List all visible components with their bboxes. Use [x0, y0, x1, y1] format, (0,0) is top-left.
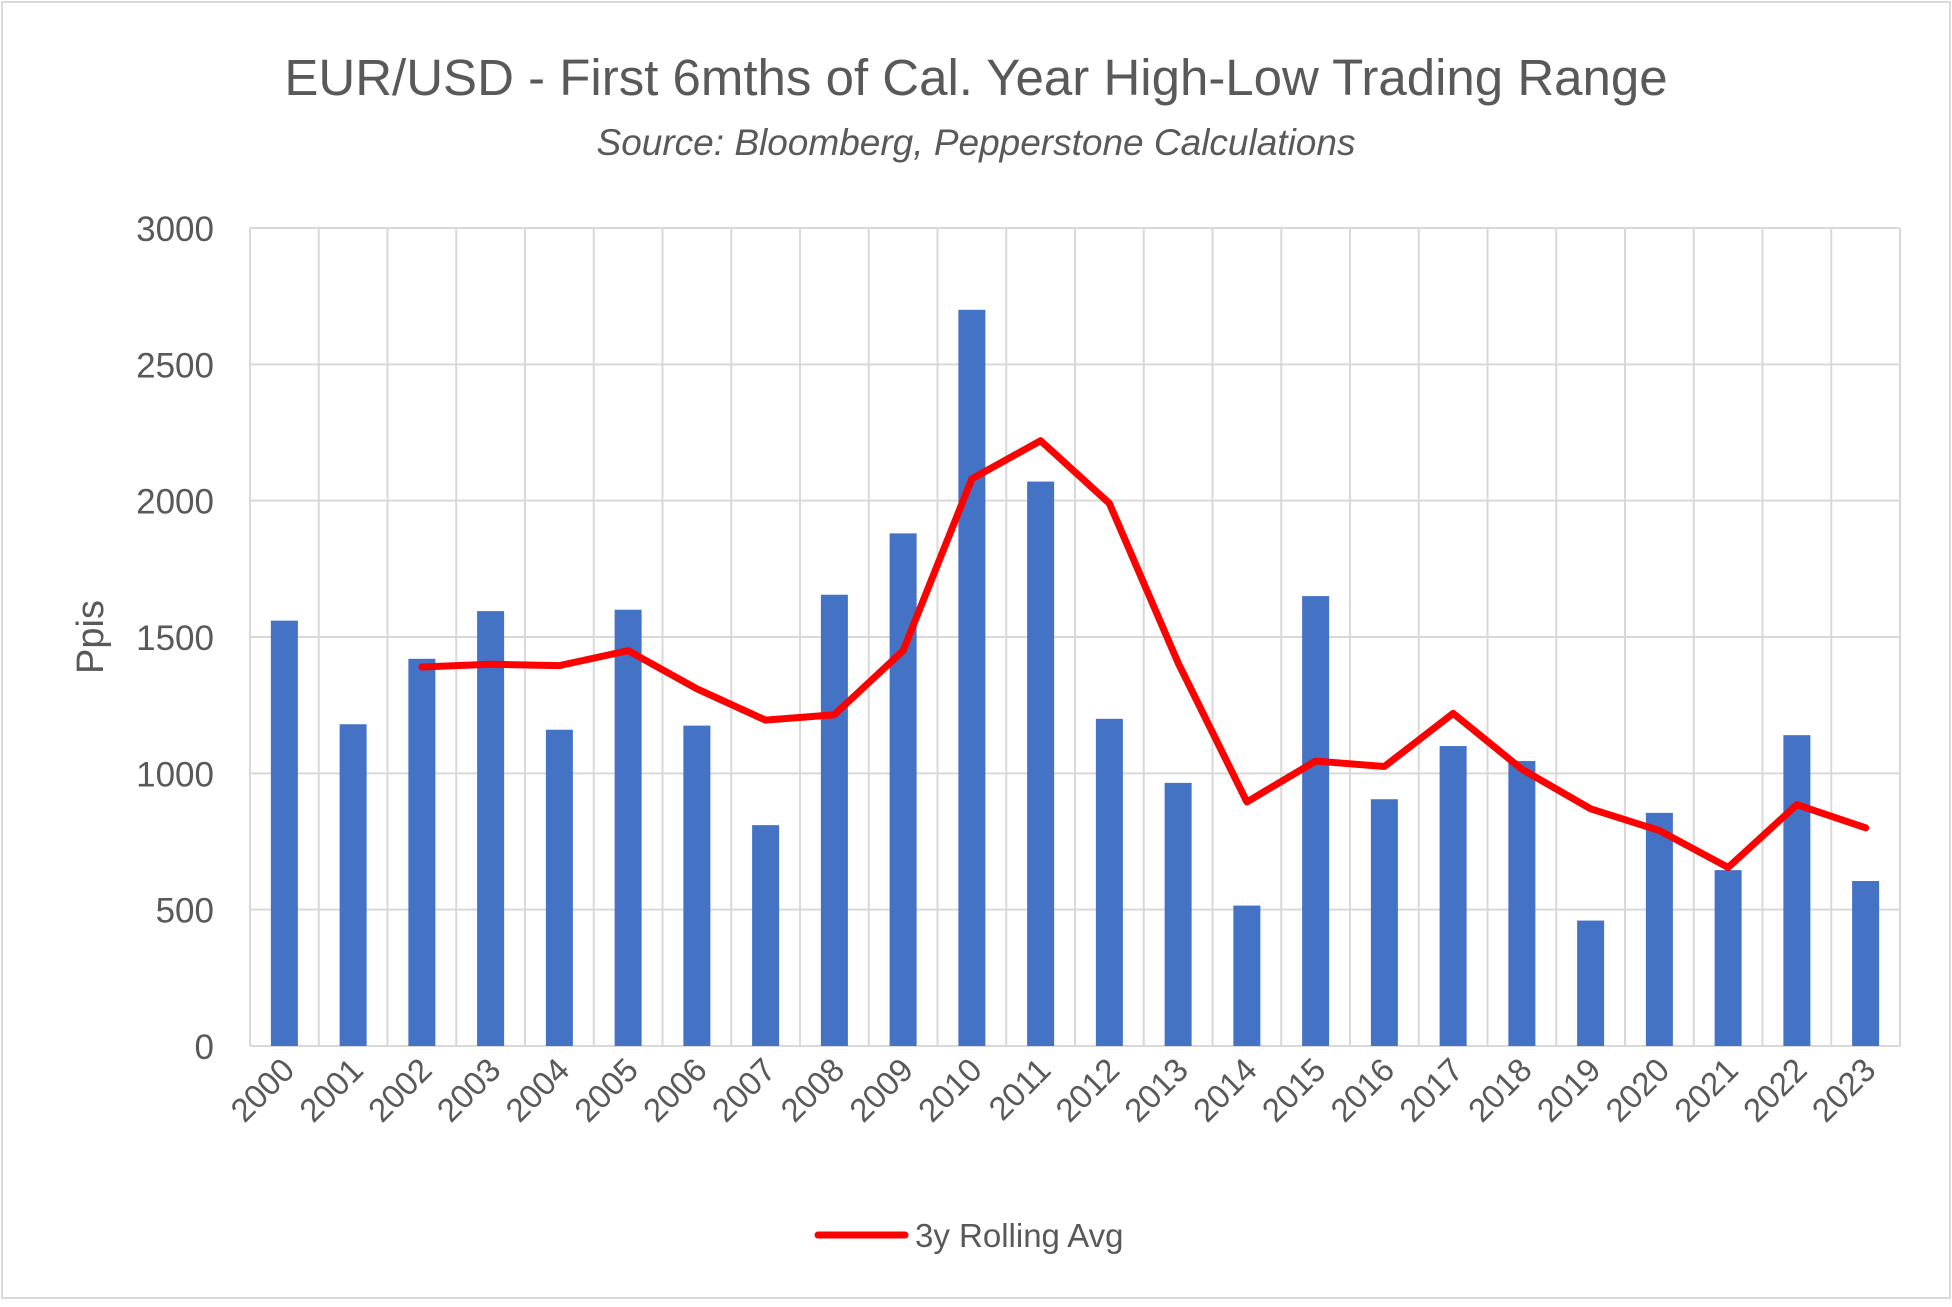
bar-2011 — [1027, 482, 1054, 1046]
y-tick-label: 500 — [156, 892, 214, 931]
bar-2020 — [1646, 813, 1673, 1046]
bar-2004 — [546, 730, 573, 1046]
bar-2014 — [1233, 906, 1260, 1046]
y-tick-label: 1500 — [136, 619, 214, 658]
bar-2007 — [752, 825, 779, 1046]
y-tick-label: 2500 — [136, 346, 214, 385]
bar-2001 — [340, 724, 367, 1046]
bar-2021 — [1715, 870, 1742, 1046]
bar-2015 — [1302, 596, 1329, 1046]
bar-2009 — [890, 533, 917, 1046]
bar-2016 — [1371, 799, 1398, 1046]
bar-2005 — [615, 610, 642, 1046]
y-tick-label: 0 — [195, 1028, 214, 1067]
bar-2018 — [1508, 761, 1535, 1046]
y-tick-label: 3000 — [136, 210, 214, 249]
bar-2012 — [1096, 719, 1123, 1046]
chart-subtitle: Source: Bloomberg, Pepperstone Calculati… — [597, 122, 1356, 163]
bar-2002 — [408, 659, 435, 1046]
y-axis-label: Ppis — [70, 600, 112, 674]
bar-2019 — [1577, 921, 1604, 1046]
bar-2006 — [683, 726, 710, 1046]
bar-2022 — [1783, 735, 1810, 1046]
bar-2000 — [271, 621, 298, 1046]
bar-2017 — [1440, 746, 1467, 1046]
y-tick-label: 2000 — [136, 483, 214, 522]
bar-2010 — [958, 310, 985, 1046]
chart-title: EUR/USD - First 6mths of Cal. Year High-… — [284, 49, 1667, 106]
legend-label: 3y Rolling Avg — [915, 1217, 1124, 1254]
bar-2013 — [1165, 783, 1192, 1046]
bar-2008 — [821, 595, 848, 1046]
bar-2003 — [477, 611, 504, 1046]
bar-2023 — [1852, 881, 1879, 1046]
y-tick-label: 1000 — [136, 755, 214, 794]
